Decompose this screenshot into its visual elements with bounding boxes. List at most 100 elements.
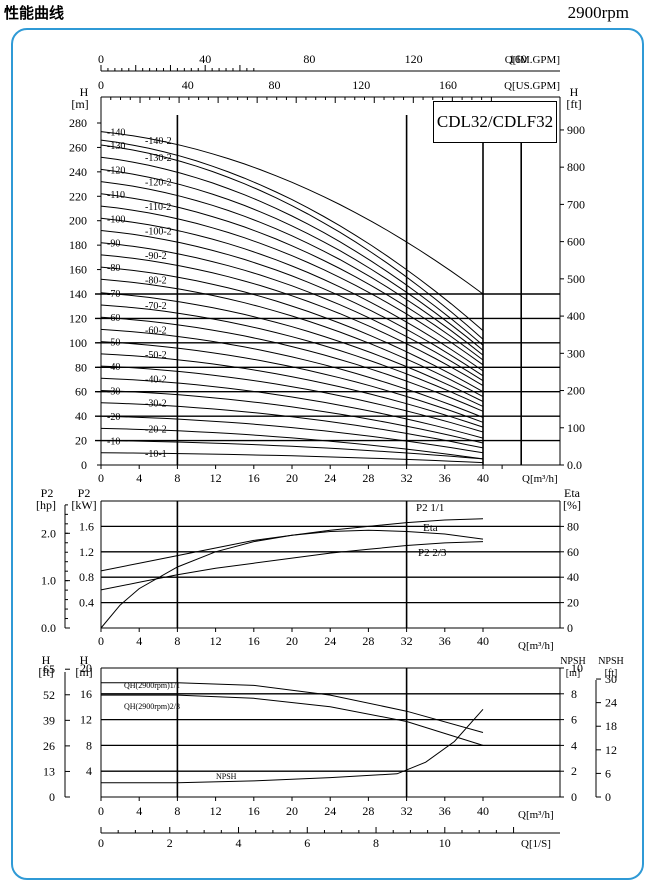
im-gpm-tick-label: 80 [303, 52, 315, 66]
head-curve-label: -20 [107, 412, 120, 423]
head-curve [100, 390, 484, 444]
power-x-tick-label: 40 [477, 634, 489, 648]
head-curve [100, 230, 484, 377]
head-curve-label: -140 [107, 128, 125, 139]
ls-tick-label: 6 [304, 836, 310, 850]
head-x-tick-label: 4 [136, 471, 142, 485]
head-curve [100, 402, 484, 449]
power-hp-tick-label: 0.0 [41, 621, 56, 635]
power-x-tick-label: 20 [286, 634, 298, 648]
head-curve [100, 440, 484, 460]
head-curve-label: -90-2 [145, 251, 167, 262]
npsh-right-m-tick-label: 6 [571, 713, 577, 727]
head-ft-unit2: [ft] [566, 97, 581, 111]
head-curve-label: -120 [107, 165, 125, 176]
head-curve [100, 377, 484, 439]
npsh-ft-tick-label: 65 [43, 662, 55, 676]
us-gpm-tick-label: 80 [269, 78, 281, 92]
head-y-tick-label: 20 [75, 434, 87, 448]
power-curve [100, 541, 484, 591]
head-x-tick-label: 16 [248, 471, 260, 485]
head-curve [100, 266, 484, 393]
npsh-right-m-tick-label: 0 [571, 790, 577, 804]
power-x-tick-label: 0 [98, 634, 104, 648]
power-kw-unit2: [kW] [71, 498, 96, 512]
head-ft-tick-label: 400 [567, 309, 585, 323]
head-curve [100, 181, 484, 356]
us-gpm-tick-label: 0 [98, 78, 104, 92]
head-curve [100, 304, 484, 407]
head-curve-label: -140-2 [145, 136, 172, 147]
eta-tick-label: 40 [567, 570, 579, 584]
eta-tick-label: 20 [567, 596, 579, 610]
speed-label: 2900rpm [567, 3, 629, 22]
power-x-tick-label: 32 [401, 634, 413, 648]
head-curve [100, 193, 484, 361]
head-x-axis-label: Q[m³/h] [522, 473, 558, 485]
head-ft-unit: H [570, 85, 579, 99]
npsh-m-tick-label: 4 [86, 764, 92, 778]
head-y-tick-label: 80 [75, 360, 87, 374]
power-hp-unit2: [hp] [36, 498, 56, 512]
npsh-x-tick-label: 40 [477, 804, 489, 818]
power-kw-unit: P2 [78, 486, 91, 500]
head-curve-label: -40 [107, 362, 120, 373]
npsh-right-ft-unit: NPSH [598, 656, 624, 667]
head-curve [100, 292, 484, 402]
npsh-right-ft-tick-label: 6 [605, 766, 611, 780]
npsh-x-tick-label: 32 [401, 804, 413, 818]
head-y-unit: H [80, 85, 89, 99]
us-gpm-axis-label: Q[US.GPM] [504, 80, 560, 92]
npsh-ft-unit2: [ft] [38, 665, 53, 679]
head-ft-tick-label: 600 [567, 235, 585, 249]
head-curve-label: -80 [107, 263, 120, 274]
head-curve-label: -30-2 [145, 399, 167, 410]
npsh-ft-tick-label: 39 [43, 713, 55, 727]
npsh-x-tick-label: 16 [248, 804, 260, 818]
head-curve-label: -70 [107, 289, 120, 300]
im-gpm-tick-label: 160 [509, 52, 527, 66]
power-x-tick-label: 4 [136, 634, 142, 648]
power-kw-tick-label: 0.4 [79, 596, 94, 610]
us-gpm-tick-label: 160 [439, 78, 457, 92]
npsh-x-tick-label: 0 [98, 804, 104, 818]
npsh-right-m-tick-label: 10 [571, 661, 583, 675]
us-gpm-tick-label: 40 [182, 78, 194, 92]
npsh-m-tick-label: 20 [80, 661, 92, 675]
im-gpm-tick-label: 0 [98, 52, 104, 66]
head-curve [100, 144, 484, 340]
p2-full-label: P2 1/1 [416, 502, 444, 514]
head-y-tick-label: 180 [69, 238, 87, 252]
head-curve [100, 139, 484, 331]
head-curve [100, 205, 484, 366]
ls-tick-label: 10 [439, 836, 451, 850]
head-ft-tick-label: 700 [567, 197, 585, 211]
power-x-tick-label: 12 [210, 634, 222, 648]
npsh-x-tick-label: 12 [210, 804, 222, 818]
ls-axis-label: Q[1/S] [521, 838, 551, 850]
head-y-tick-label: 60 [75, 385, 87, 399]
npsh-right-m-tick-label: 4 [571, 738, 577, 752]
ls-tick-label: 4 [236, 836, 242, 850]
head-curve-label: -50 [107, 338, 120, 349]
model-label: CDL32/CDLF32 [433, 101, 557, 143]
head-curve [100, 278, 484, 398]
head-curve-label: -100 [107, 214, 125, 225]
head-x-tick-label: 40 [477, 471, 489, 485]
head-x-tick-label: 12 [210, 471, 222, 485]
ls-tick-label: 0 [98, 836, 104, 850]
head-curve-label: -70-2 [145, 301, 167, 312]
head-curve [100, 452, 484, 464]
npsh-ft-tick-label: 26 [43, 739, 55, 753]
head-y-tick-label: 280 [69, 116, 87, 130]
head-curve [100, 415, 484, 454]
head-y-tick-label: 220 [69, 189, 87, 203]
head-ft-tick-label: 500 [567, 272, 585, 286]
head-curve-label: -10-1 [145, 449, 167, 460]
head-curve [100, 242, 484, 382]
power-x-tick-label: 24 [324, 634, 336, 648]
head-y-tick-label: 140 [69, 287, 87, 301]
npsh-ft-tick-label: 13 [43, 764, 55, 778]
head-curve [100, 353, 484, 428]
head-y-tick-label: 260 [69, 140, 87, 154]
